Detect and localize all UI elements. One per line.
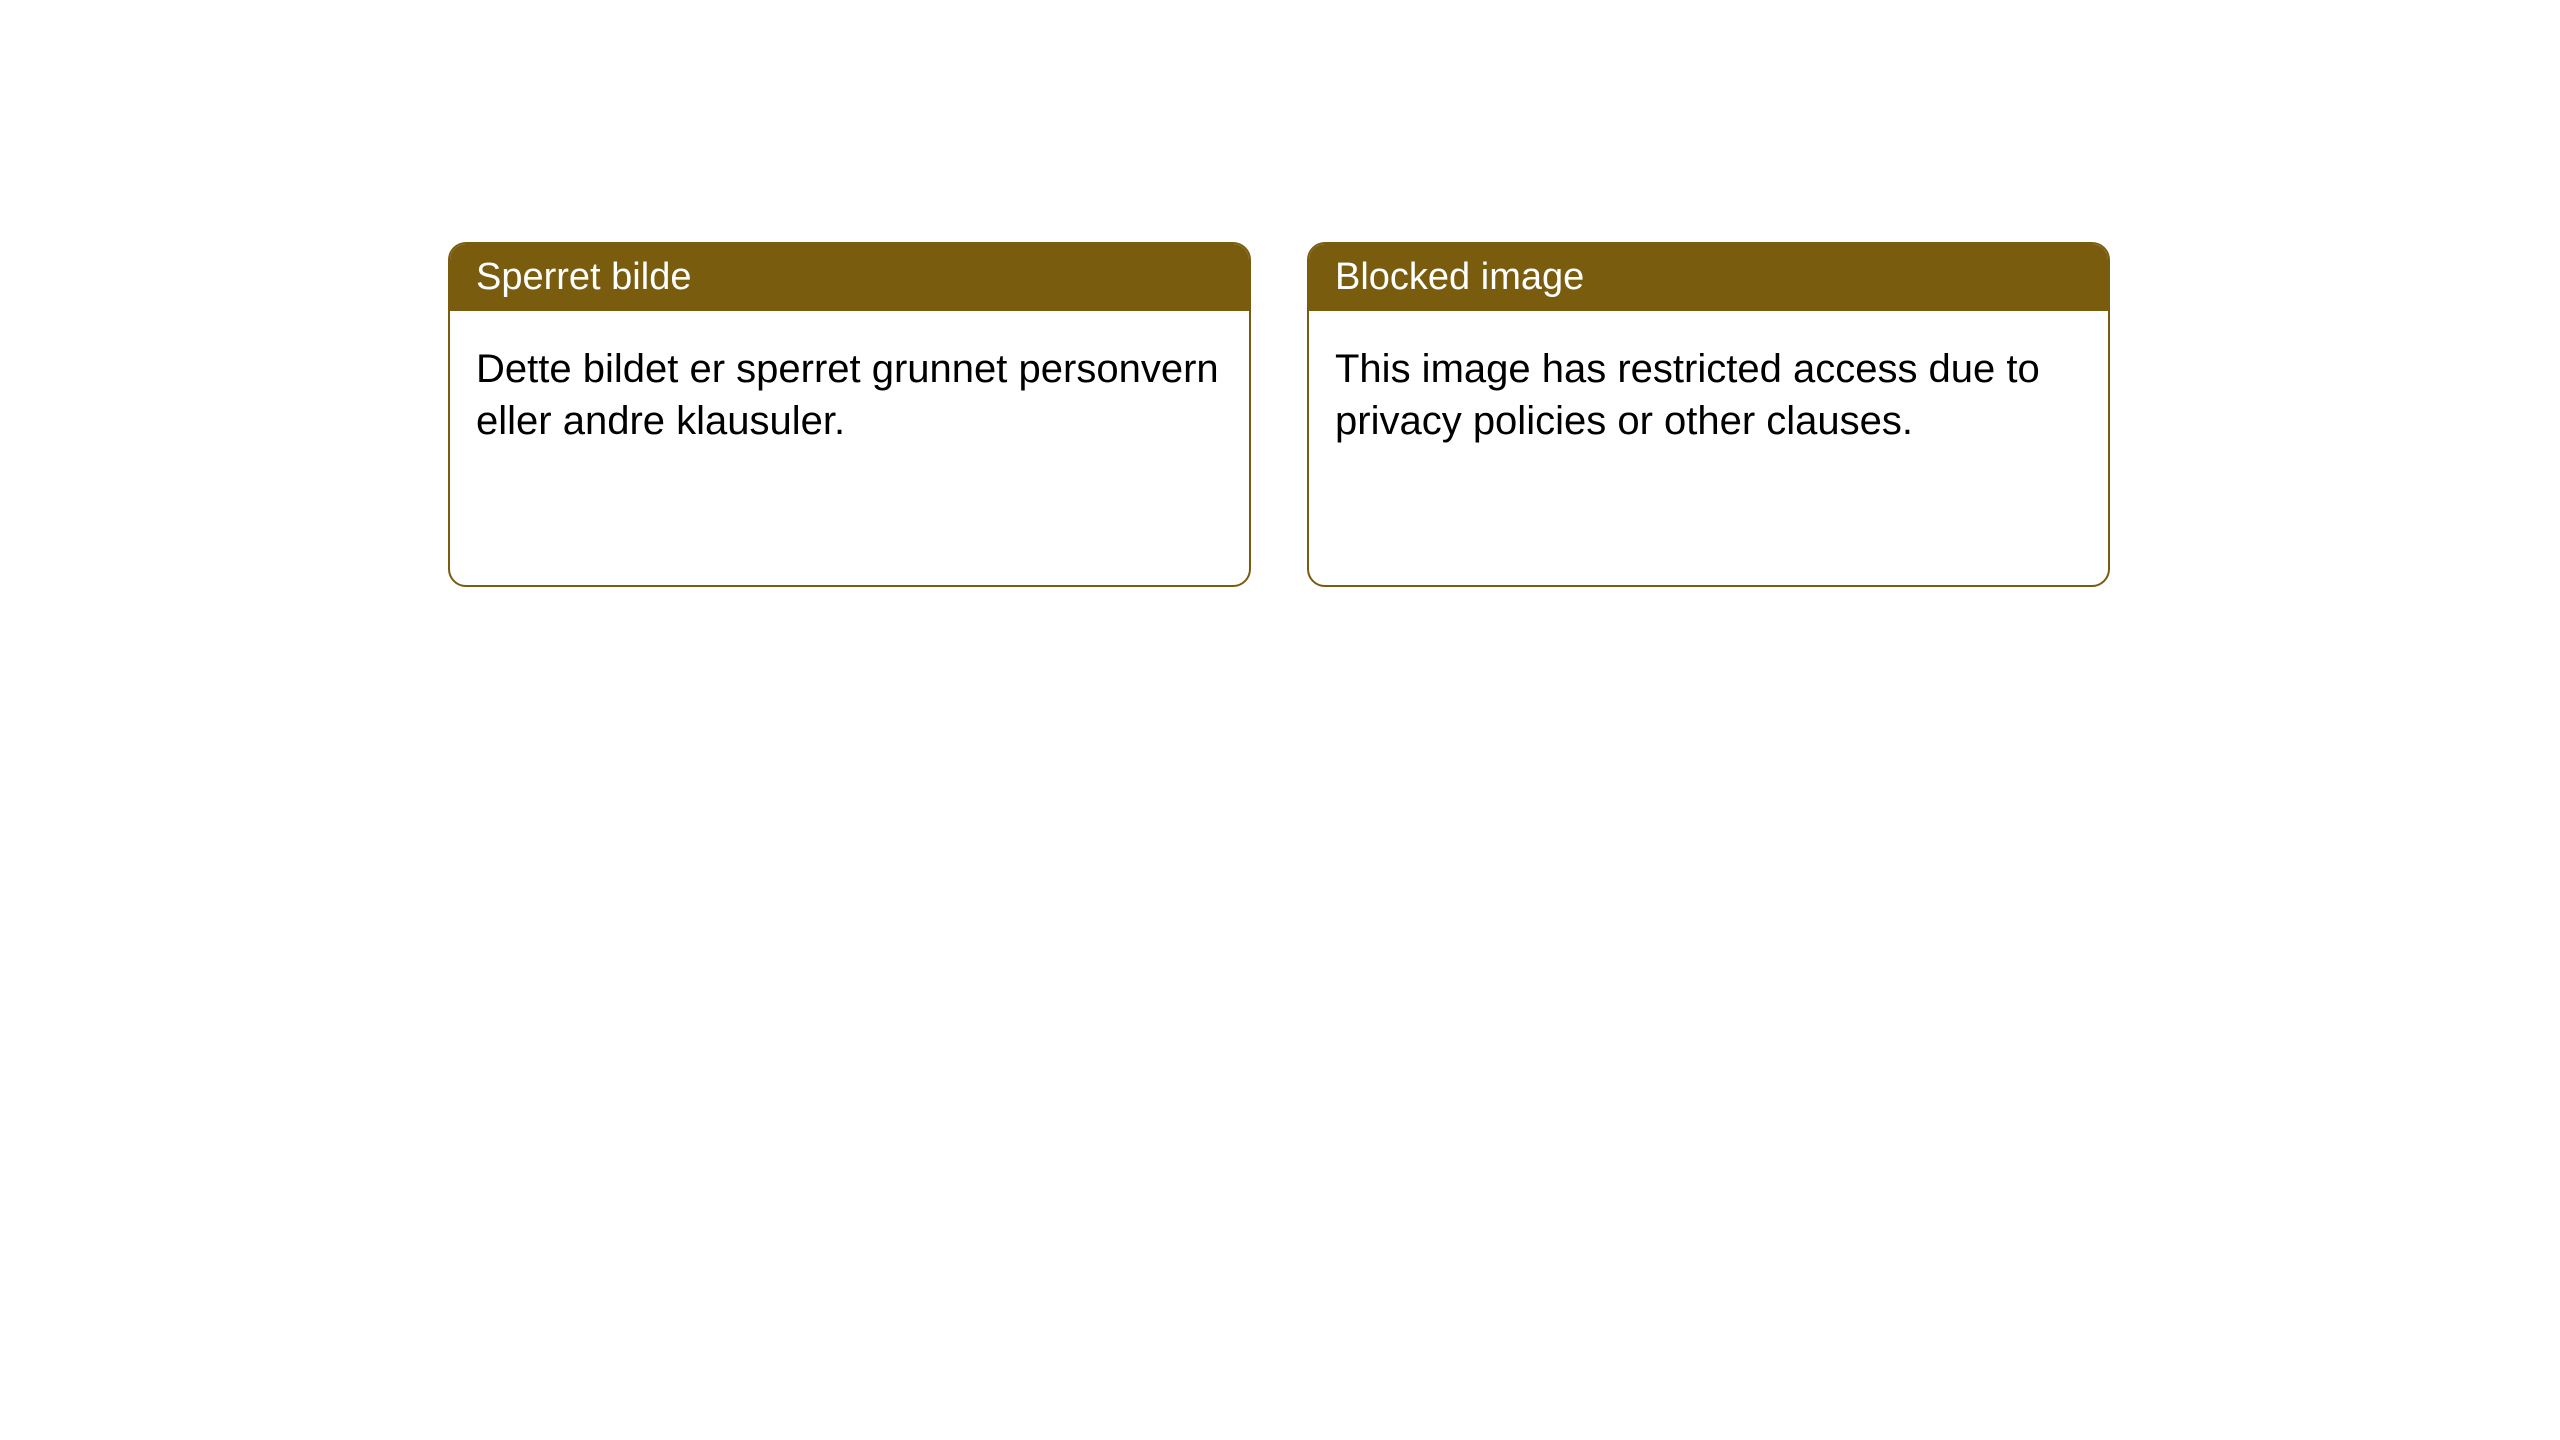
card-body-text: Dette bildet er sperret grunnet personve… — [476, 347, 1219, 443]
notice-card-english: Blocked image This image has restricted … — [1307, 242, 2110, 587]
card-header: Sperret bilde — [450, 244, 1249, 311]
notice-card-norwegian: Sperret bilde Dette bildet er sperret gr… — [448, 242, 1251, 587]
card-title: Blocked image — [1335, 256, 1584, 298]
card-title: Sperret bilde — [476, 256, 691, 298]
notice-container: Sperret bilde Dette bildet er sperret gr… — [448, 242, 2110, 587]
card-body: Dette bildet er sperret grunnet personve… — [450, 311, 1249, 585]
card-body: This image has restricted access due to … — [1309, 311, 2108, 585]
card-header: Blocked image — [1309, 244, 2108, 311]
card-body-text: This image has restricted access due to … — [1335, 347, 2040, 443]
